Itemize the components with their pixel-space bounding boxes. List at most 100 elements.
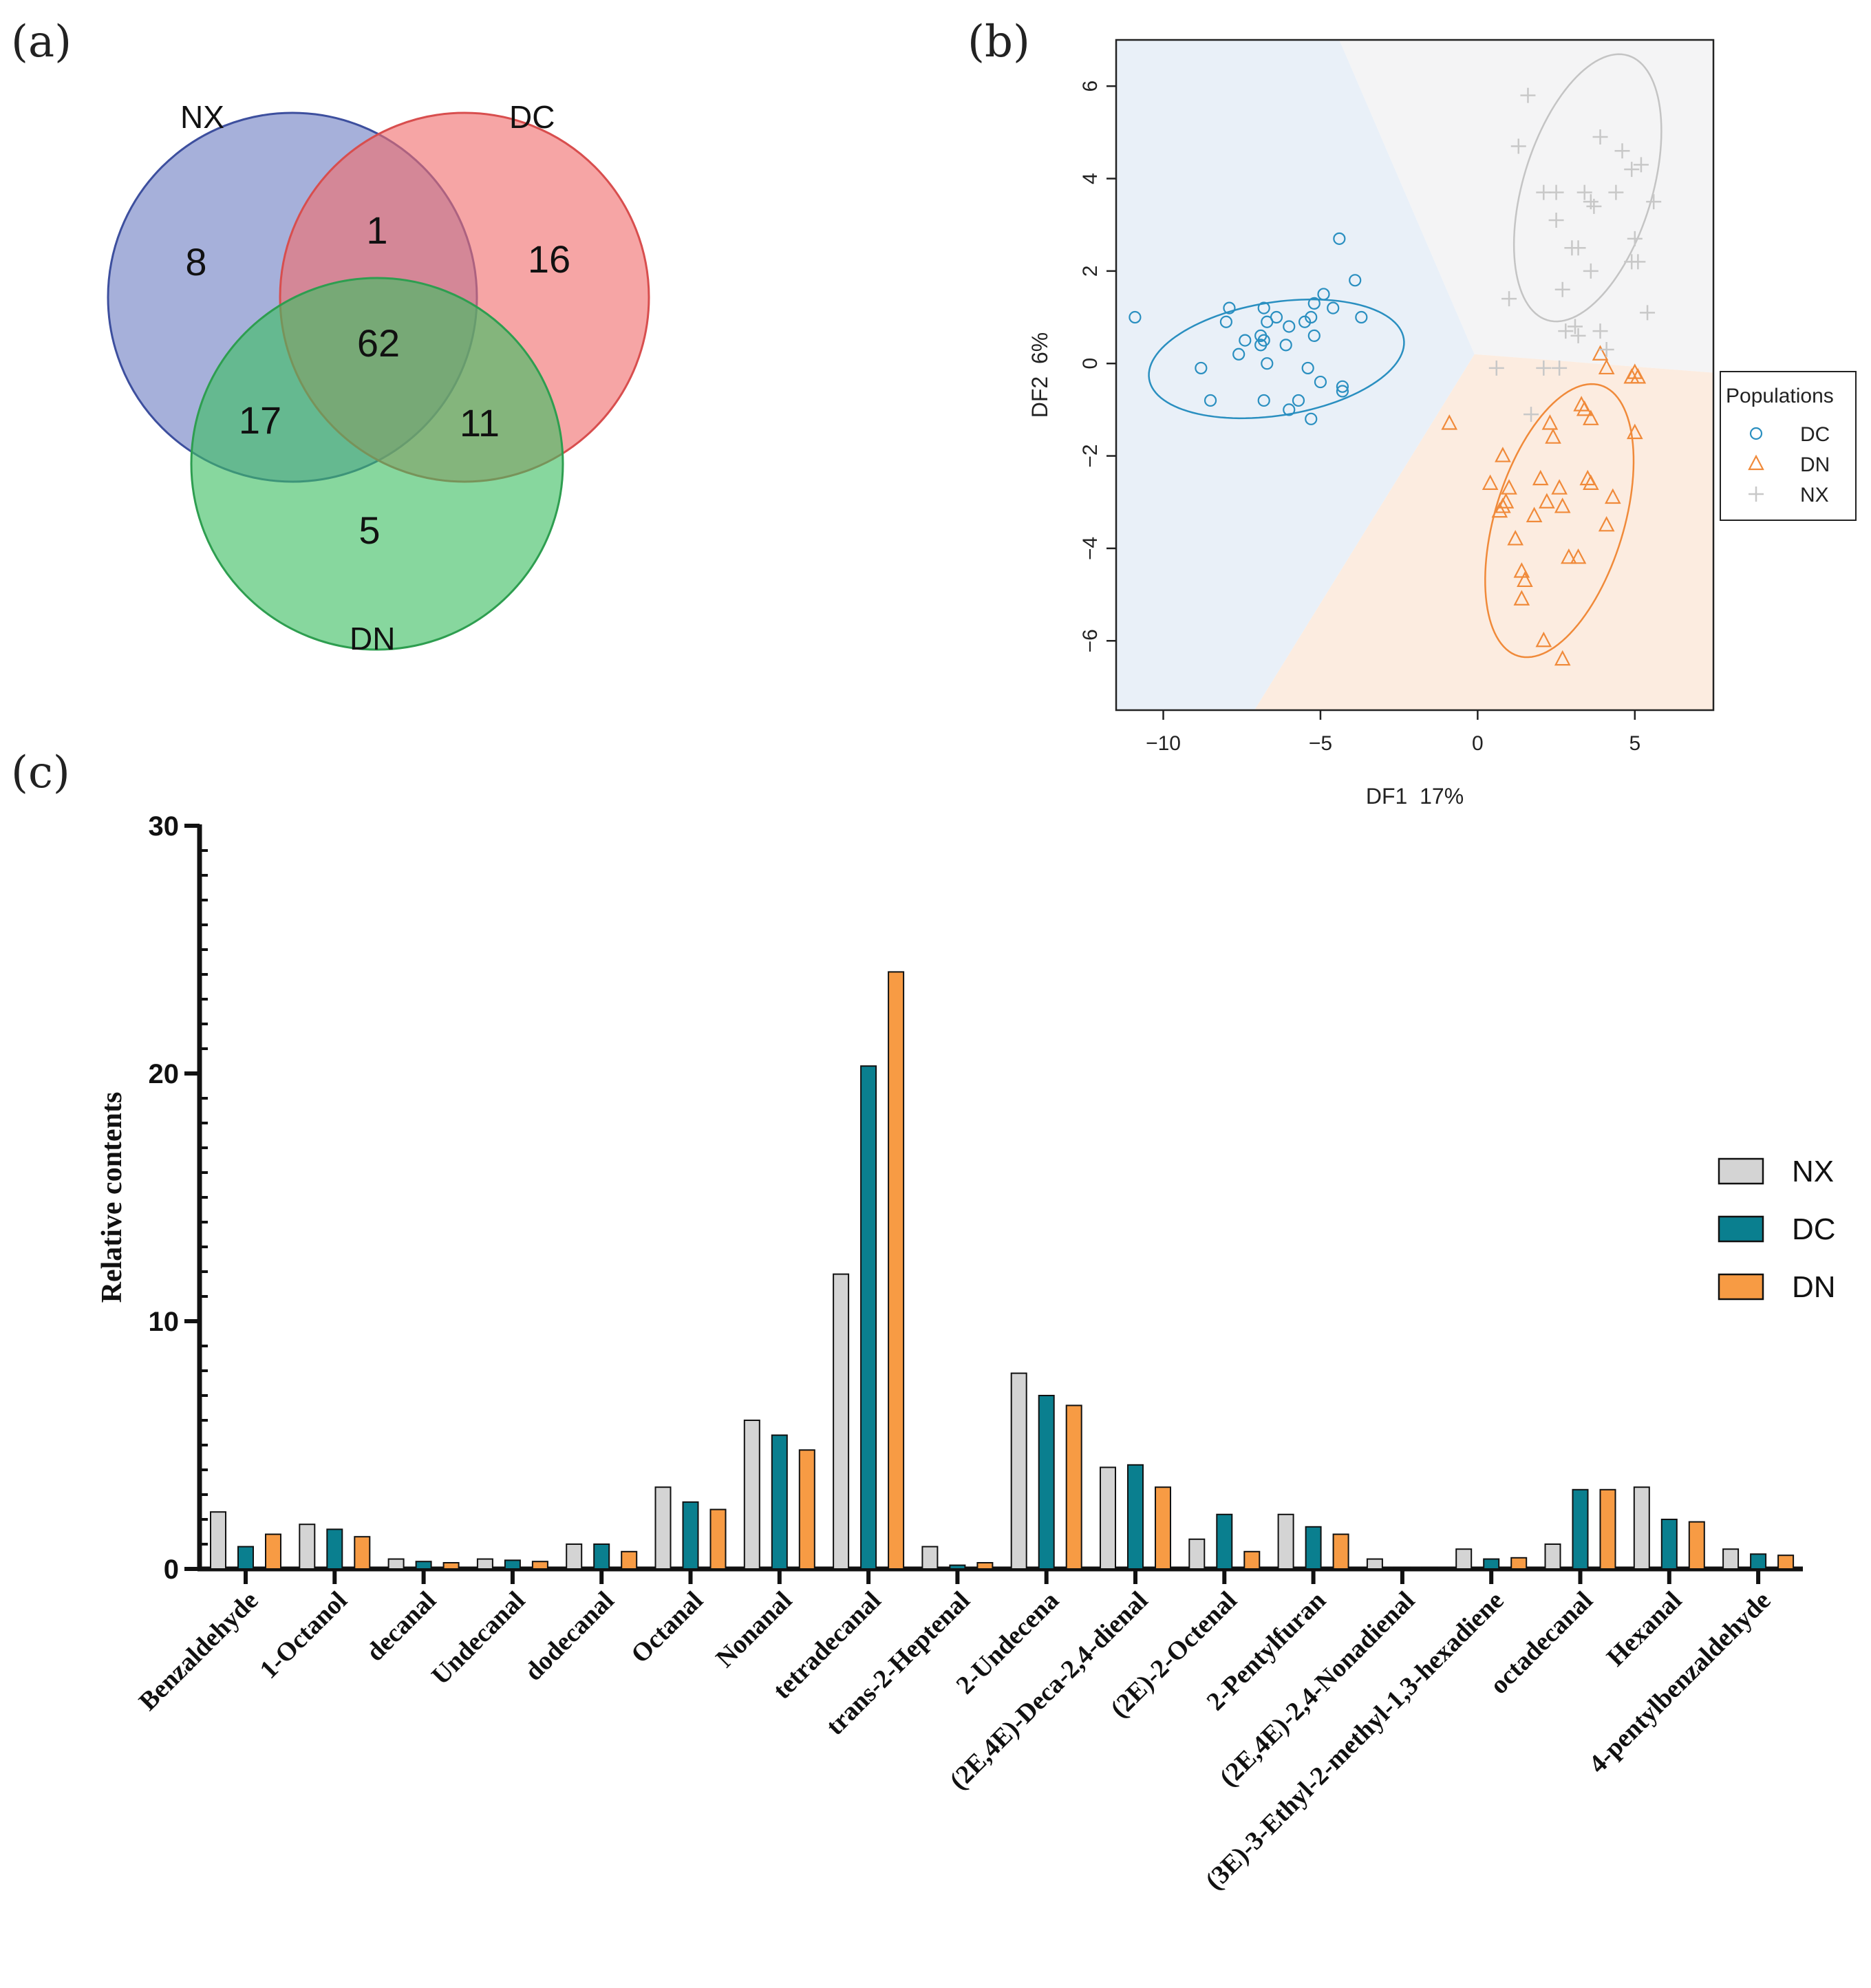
- point-nx: [1630, 254, 1646, 270]
- bar-nx: [743, 1420, 760, 1570]
- bar-dc: [1483, 1558, 1500, 1570]
- scatter-legend-label-dn: DN: [1800, 453, 1830, 476]
- bar-dc: [415, 1561, 432, 1570]
- bar-y-axis-title: Relative contents: [96, 1092, 128, 1303]
- point-nx: [1614, 143, 1630, 159]
- point-nx: [1554, 281, 1570, 297]
- bar-dc: [1750, 1553, 1767, 1570]
- region-dn: [1254, 354, 1713, 710]
- point-nx: [1570, 240, 1586, 256]
- bar-nx: [1277, 1513, 1294, 1570]
- y-tick-label: 0: [1079, 358, 1102, 370]
- scatter-legend-title: Populations: [1726, 385, 1834, 407]
- point-dc: [1129, 310, 1142, 324]
- bar-dc: [949, 1564, 966, 1570]
- bar-dn: [1065, 1404, 1082, 1570]
- point-dc: [1336, 380, 1349, 393]
- venn-count-dc-dn: 11: [460, 401, 500, 445]
- point-dc: [1270, 310, 1283, 324]
- bar-dn: [798, 1449, 815, 1570]
- point-nx: [1633, 157, 1649, 173]
- bar-nx: [476, 1558, 493, 1570]
- x-axis-title: DF1 17%: [1366, 784, 1464, 809]
- point-dc: [1279, 339, 1292, 352]
- scatter-legend-label-nx: NX: [1800, 484, 1829, 506]
- bar-legend-swatch-dc: [1718, 1215, 1764, 1243]
- panel-label-a: (a): [11, 17, 72, 67]
- bar-y-tick-label: 30: [149, 811, 180, 842]
- venn-count-all: 62: [357, 321, 400, 365]
- bar-dn: [1243, 1550, 1261, 1570]
- region-nx: [1339, 40, 1713, 373]
- point-nx: [1646, 194, 1662, 210]
- point-dn: [1491, 502, 1508, 518]
- bar-dn: [1510, 1557, 1528, 1570]
- bar-legend-swatch-dn: [1718, 1273, 1764, 1301]
- point-dc: [1195, 361, 1208, 375]
- bar-nx: [1722, 1548, 1740, 1570]
- point-dn: [1513, 562, 1530, 578]
- ellipse-nx: [1512, 53, 1662, 323]
- bar-dc: [1305, 1526, 1322, 1570]
- point-dc: [1232, 348, 1245, 361]
- x-tick-label: 5: [1629, 732, 1640, 755]
- category-label: Undecanal: [426, 1586, 531, 1691]
- panel-label-c: (c): [11, 747, 70, 798]
- point-dn: [1513, 590, 1530, 606]
- point-nx: [1586, 198, 1602, 214]
- bar-dc: [1393, 1567, 1411, 1570]
- bar-nx: [1455, 1548, 1473, 1570]
- category-label: Benzaldehyde: [133, 1586, 264, 1716]
- point-dn: [1532, 469, 1549, 486]
- point-dn: [1570, 548, 1587, 564]
- point-dn: [1441, 414, 1458, 430]
- point-dn: [1583, 409, 1599, 425]
- x-tick-label: −5: [1309, 732, 1332, 755]
- point-dc: [1314, 375, 1327, 389]
- bar-dc: [771, 1434, 788, 1570]
- y-tick-label: 6: [1079, 81, 1102, 92]
- bar-y-tick-label: 20: [149, 1059, 180, 1089]
- bar-nx: [299, 1524, 316, 1570]
- point-dc: [1257, 394, 1270, 407]
- bar-nx: [387, 1558, 405, 1570]
- bar-dn: [709, 1508, 727, 1570]
- point-nx: [1599, 342, 1614, 358]
- bar-dc: [1038, 1395, 1055, 1570]
- bar-nx: [833, 1273, 850, 1570]
- point-nx: [1510, 138, 1526, 154]
- bar-dn: [442, 1562, 460, 1570]
- point-dc: [1301, 361, 1314, 375]
- y-tick-label: 2: [1079, 266, 1102, 277]
- point-nx: [1548, 212, 1564, 228]
- bar-dn: [1421, 1567, 1438, 1570]
- scatter-plot-frame: [1115, 39, 1715, 712]
- y-tick-label: −2: [1079, 444, 1102, 467]
- point-nx: [1567, 319, 1583, 334]
- point-nx: [1640, 305, 1656, 321]
- point-dc: [1349, 274, 1362, 287]
- bar-nx: [1188, 1538, 1206, 1570]
- category-label: decanal: [361, 1586, 442, 1667]
- venn-count-nx-only: 8: [185, 240, 206, 284]
- bar-dc: [1660, 1519, 1678, 1570]
- bar-nx: [1010, 1372, 1027, 1570]
- bar-dn: [1599, 1488, 1616, 1570]
- point-dn: [1626, 423, 1643, 440]
- bar-dn: [621, 1550, 638, 1570]
- scatter-legend-label-dc: DC: [1800, 423, 1830, 446]
- scatter-legend-marker-dc: [1749, 427, 1763, 440]
- point-nx: [1548, 184, 1564, 200]
- bar-nx: [210, 1511, 226, 1570]
- point-dn: [1554, 498, 1571, 513]
- category-label: dodecanal: [519, 1586, 619, 1687]
- bar-nx: [1100, 1466, 1116, 1570]
- point-dc: [1307, 329, 1321, 343]
- point-dn: [1598, 515, 1615, 532]
- category-label: Octanal: [626, 1586, 709, 1669]
- point-dn: [1526, 506, 1543, 522]
- scatter-legend-marker-dn: [1748, 454, 1764, 471]
- point-dc: [1204, 394, 1217, 407]
